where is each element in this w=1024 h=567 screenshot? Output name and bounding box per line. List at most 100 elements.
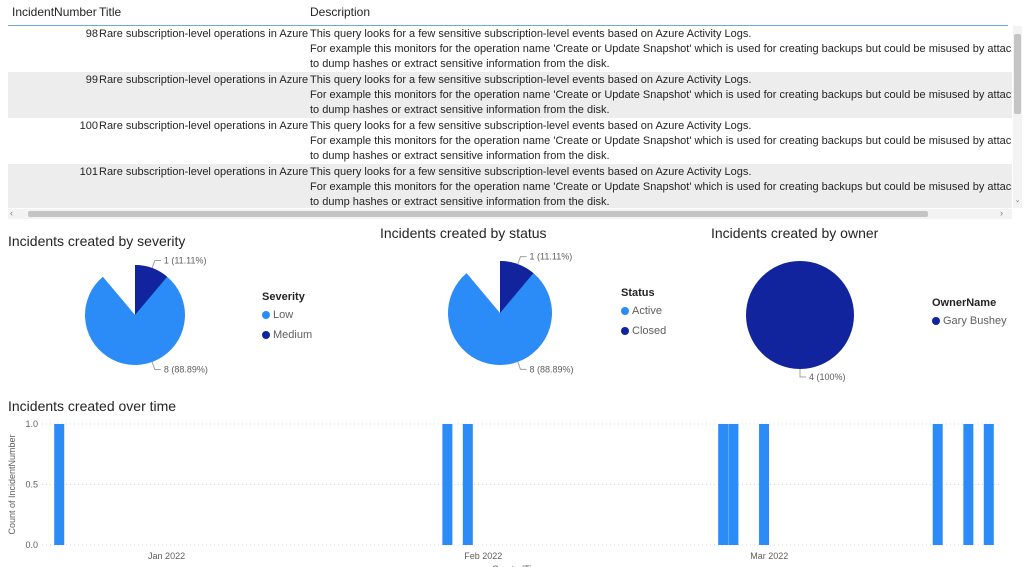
y-tick-label: 1.0 <box>25 419 38 429</box>
severity-chart-title: Incidents created by severity <box>8 233 186 249</box>
description-cell: This query looks for a few sensitive sub… <box>310 73 1012 118</box>
column-header-title[interactable]: Title <box>99 5 122 19</box>
title-cell: Rare subscription-level operations in Az… <box>99 166 309 178</box>
description-line: For example this monitors for the operat… <box>310 181 1012 193</box>
table-row[interactable]: 101 Rare subscription-level operations i… <box>8 164 1012 208</box>
timeline-bar[interactable] <box>54 424 65 545</box>
table-body: 98 Rare subscription-level operations in… <box>8 26 1012 208</box>
x-tick-label: Mar 2022 <box>750 551 788 561</box>
timeline-bar[interactable] <box>462 424 473 545</box>
description-line: This query looks for a few sensitive sub… <box>310 74 752 86</box>
pie-leader-line <box>799 369 806 378</box>
column-header-incident-number[interactable]: IncidentNumber <box>12 5 97 19</box>
status-legend-title: Status <box>621 287 655 299</box>
table-row[interactable]: 99 Rare subscription-level operations in… <box>8 72 1012 118</box>
title-cell: Rare subscription-level operations in Az… <box>99 28 309 40</box>
incidents-table: IncidentNumber Title Description 98 Rare… <box>0 0 1024 222</box>
description-line: to dump hashes or extract sensitive info… <box>310 196 610 208</box>
timeline-bar[interactable] <box>728 424 739 545</box>
legend-label: Gary Bushey <box>943 315 1007 327</box>
table-row[interactable]: 98 Rare subscription-level operations in… <box>8 26 1012 72</box>
pie-data-label: 1 (11.11%) <box>164 255 207 265</box>
table-header: IncidentNumber Title Description <box>8 0 1008 26</box>
description-line: This query looks for a few sensitive sub… <box>310 120 752 132</box>
x-tick-label: Jan 2022 <box>148 551 185 561</box>
title-cell: Rare subscription-level operations in Az… <box>99 74 309 86</box>
owner-legend: OwnerName Gary Bushey <box>932 297 1007 335</box>
legend-item-active[interactable]: Active <box>621 305 666 317</box>
severity-pie-chart: 8 (88.89%) 1 (11.11%) <box>84 255 208 375</box>
status-legend: Status Active Closed <box>621 287 666 345</box>
table-row[interactable]: 100 Rare subscription-level operations i… <box>8 118 1012 164</box>
description-line: This query looks for a few sensitive sub… <box>310 28 752 40</box>
incident-number-cell: 98 <box>85 28 98 40</box>
timeline-chart-title: Incidents created over time <box>8 398 177 414</box>
legend-dot-icon <box>621 327 629 335</box>
x-tick-label: Feb 2022 <box>464 551 502 561</box>
pie-slice-closed[interactable] <box>500 261 534 313</box>
legend-item-closed[interactable]: Closed <box>621 325 666 337</box>
pie-data-label: 8 (88.89%) <box>164 365 208 375</box>
description-line: This query looks for a few sensitive sub… <box>310 166 752 178</box>
scroll-down-icon[interactable]: ⌄ <box>1014 197 1021 204</box>
incident-number-cell: 101 <box>79 166 98 178</box>
owner-legend-title: OwnerName <box>932 297 997 309</box>
timeline-bar[interactable] <box>963 424 974 545</box>
vertical-scrollbar[interactable]: ⌄ <box>1013 26 1022 208</box>
description-line: to dump hashes or extract sensitive info… <box>310 104 610 116</box>
status-chart-title: Incidents created by status <box>380 225 547 241</box>
y-axis-label: Count of IncidentNumber <box>7 434 17 534</box>
status-pie-chart: 8 (88.89%) 1 (11.11%) <box>448 252 574 374</box>
horizontal-scrollbar-thumb[interactable] <box>28 211 928 217</box>
pie-leader-line <box>517 256 527 265</box>
description-line: For example this monitors for the operat… <box>310 43 1012 55</box>
scroll-right-icon[interactable]: › <box>1000 208 1003 218</box>
pie-leader-line <box>151 259 161 269</box>
vertical-scrollbar-thumb[interactable] <box>1014 34 1021 114</box>
timeline-bar[interactable] <box>932 424 943 545</box>
legend-item-low[interactable]: Low <box>262 309 312 321</box>
description-line: For example this monitors for the operat… <box>310 89 1012 101</box>
pie-leader-line <box>517 361 527 370</box>
timeline-bar[interactable] <box>759 424 770 545</box>
pie-slice-gary-bushey[interactable] <box>746 261 854 369</box>
description-cell: This query looks for a few sensitive sub… <box>310 165 1012 208</box>
legend-dot-icon <box>932 317 940 325</box>
owner-pie-chart: 4 (100%) <box>746 261 854 382</box>
pie-slice-low[interactable] <box>84 265 185 365</box>
timeline-bar[interactable] <box>442 424 453 545</box>
description-cell: This query looks for a few sensitive sub… <box>310 119 1012 164</box>
legend-dot-icon <box>621 307 629 315</box>
pie-slice-medium[interactable] <box>135 265 168 315</box>
scroll-left-icon[interactable]: ‹ <box>10 208 13 218</box>
incident-number-cell: 99 <box>85 74 98 86</box>
timeline-bar[interactable] <box>718 424 729 545</box>
x-axis-label: CreatedTime <box>492 564 544 567</box>
description-cell: This query looks for a few sensitive sub… <box>310 27 1012 72</box>
severity-legend-title: Severity <box>262 291 305 303</box>
legend-item-medium[interactable]: Medium <box>262 329 312 341</box>
description-line: to dump hashes or extract sensitive info… <box>310 150 610 162</box>
pie-data-label: 1 (11.11%) <box>530 252 573 262</box>
legend-dot-icon <box>262 331 270 339</box>
legend-item-gary-bushey[interactable]: Gary Bushey <box>932 315 1007 327</box>
timeline-bar-chart: 0.0 0.5 1.0 Count of IncidentNumber Jan 2022… <box>7 419 1000 567</box>
description-line: to dump hashes or extract sensitive info… <box>310 58 610 70</box>
pie-data-label: 4 (100%) <box>809 372 846 382</box>
timeline-bar[interactable] <box>983 424 994 545</box>
legend-label: Closed <box>632 325 667 337</box>
pie-leader-line <box>151 361 161 371</box>
y-tick-label: 0.5 <box>25 480 38 490</box>
column-header-description[interactable]: Description <box>310 5 371 19</box>
legend-label: Low <box>273 309 294 321</box>
pie-data-label: 8 (88.89%) <box>530 364 574 374</box>
y-tick-label: 0.0 <box>25 540 38 550</box>
owner-chart-title: Incidents created by owner <box>711 225 879 241</box>
horizontal-scrollbar[interactable]: ‹ › <box>8 208 1012 219</box>
title-cell: Rare subscription-level operations in Az… <box>99 120 309 132</box>
legend-dot-icon <box>262 311 270 319</box>
description-line: For example this monitors for the operat… <box>310 135 1012 147</box>
legend-label: Medium <box>273 329 313 341</box>
legend-label: Active <box>632 305 662 317</box>
severity-legend: Severity Low Medium <box>262 291 312 349</box>
